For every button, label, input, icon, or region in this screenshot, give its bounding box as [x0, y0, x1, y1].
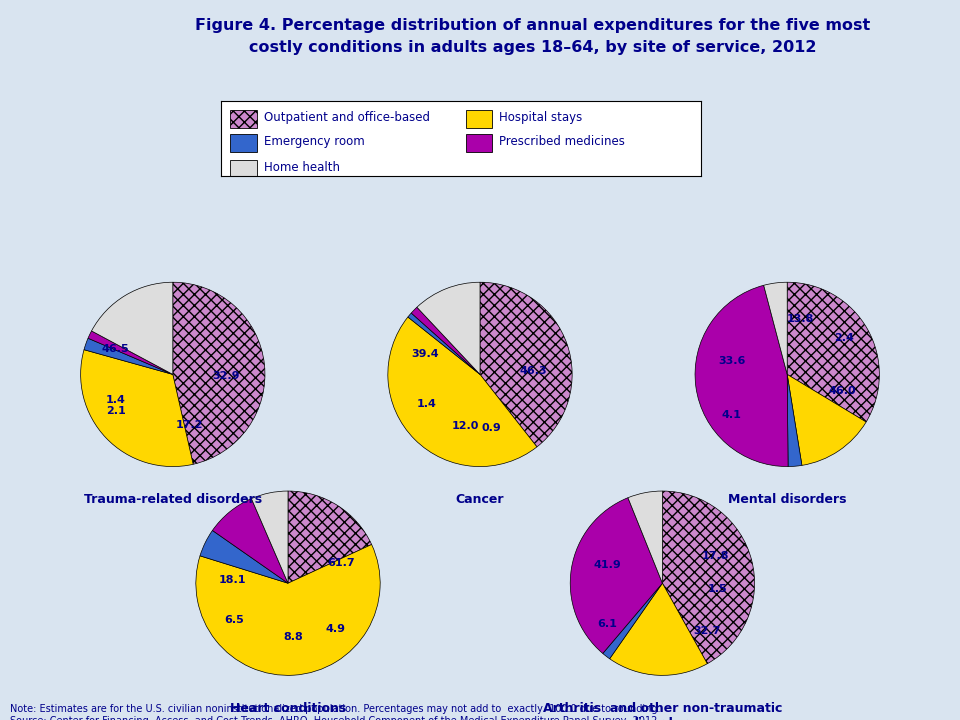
Wedge shape — [196, 544, 380, 675]
Text: 33.6: 33.6 — [718, 356, 746, 366]
Text: 12.0: 12.0 — [451, 421, 479, 431]
Wedge shape — [603, 583, 662, 659]
Text: Prescribed medicines: Prescribed medicines — [499, 135, 625, 148]
Bar — [230, 160, 257, 178]
Text: 1.5: 1.5 — [708, 584, 728, 594]
Wedge shape — [288, 491, 372, 583]
Wedge shape — [212, 499, 288, 583]
Text: Heart conditions: Heart conditions — [229, 702, 347, 715]
Wedge shape — [610, 583, 708, 675]
Text: Home health: Home health — [264, 161, 340, 174]
Wedge shape — [787, 374, 866, 465]
Text: 61.7: 61.7 — [327, 558, 355, 568]
Text: 32.7: 32.7 — [693, 626, 720, 636]
Wedge shape — [408, 313, 480, 374]
Text: Arthritis  and other non-traumatic
disorders: Arthritis and other non-traumatic disord… — [542, 702, 782, 720]
Text: 46.5: 46.5 — [102, 343, 130, 354]
Text: 2.1: 2.1 — [106, 406, 126, 416]
Wedge shape — [173, 282, 265, 464]
Text: 4.1: 4.1 — [722, 410, 742, 420]
Text: 13.8: 13.8 — [786, 314, 814, 324]
Text: Cancer: Cancer — [456, 493, 504, 506]
Bar — [466, 110, 492, 128]
Text: Emergency room: Emergency room — [264, 135, 365, 148]
Wedge shape — [411, 307, 480, 374]
Text: 41.9: 41.9 — [593, 559, 621, 570]
Wedge shape — [764, 282, 787, 374]
Text: 4.9: 4.9 — [326, 624, 346, 634]
Wedge shape — [417, 282, 480, 374]
Bar — [466, 134, 492, 152]
Wedge shape — [388, 317, 537, 467]
Text: 39.4: 39.4 — [411, 349, 439, 359]
Wedge shape — [480, 282, 572, 447]
Text: Note: Estimates are for the U.S. civilian noninstitutionalized population. Perce: Note: Estimates are for the U.S. civilia… — [10, 704, 660, 720]
Wedge shape — [84, 338, 173, 374]
Wedge shape — [628, 491, 662, 583]
Text: 6.1: 6.1 — [597, 618, 617, 629]
Text: 18.1: 18.1 — [219, 575, 247, 585]
Wedge shape — [81, 350, 193, 467]
Wedge shape — [91, 282, 173, 374]
Text: 17.8: 17.8 — [702, 551, 730, 561]
Bar — [230, 134, 257, 152]
Text: 32.9: 32.9 — [212, 372, 240, 382]
Text: Figure 4. Percentage distribution of annual expenditures for the five most: Figure 4. Percentage distribution of ann… — [195, 18, 871, 33]
Text: 1.4: 1.4 — [106, 395, 126, 405]
Wedge shape — [88, 331, 173, 374]
Text: 46.3: 46.3 — [519, 366, 547, 376]
Wedge shape — [570, 498, 662, 654]
Wedge shape — [252, 491, 288, 583]
Wedge shape — [695, 285, 788, 467]
Text: 17.2: 17.2 — [176, 420, 204, 430]
Text: 0.9: 0.9 — [481, 423, 501, 433]
Text: 8.8: 8.8 — [283, 631, 303, 642]
Text: Mental disorders: Mental disorders — [728, 493, 847, 506]
Text: Hospital stays: Hospital stays — [499, 111, 583, 124]
Wedge shape — [787, 374, 802, 467]
Text: 46.0: 46.0 — [828, 386, 856, 396]
Wedge shape — [200, 531, 288, 583]
Text: 6.5: 6.5 — [225, 615, 245, 625]
Bar — [230, 110, 257, 128]
Text: 1.4: 1.4 — [417, 399, 437, 409]
Text: Trauma-related disorders: Trauma-related disorders — [84, 493, 262, 506]
Text: Outpatient and office-based: Outpatient and office-based — [264, 111, 430, 124]
Wedge shape — [787, 282, 879, 422]
Wedge shape — [662, 491, 755, 664]
Text: costly conditions in adults ages 18–64, by site of service, 2012: costly conditions in adults ages 18–64, … — [249, 40, 817, 55]
Text: 2.4: 2.4 — [834, 333, 854, 343]
